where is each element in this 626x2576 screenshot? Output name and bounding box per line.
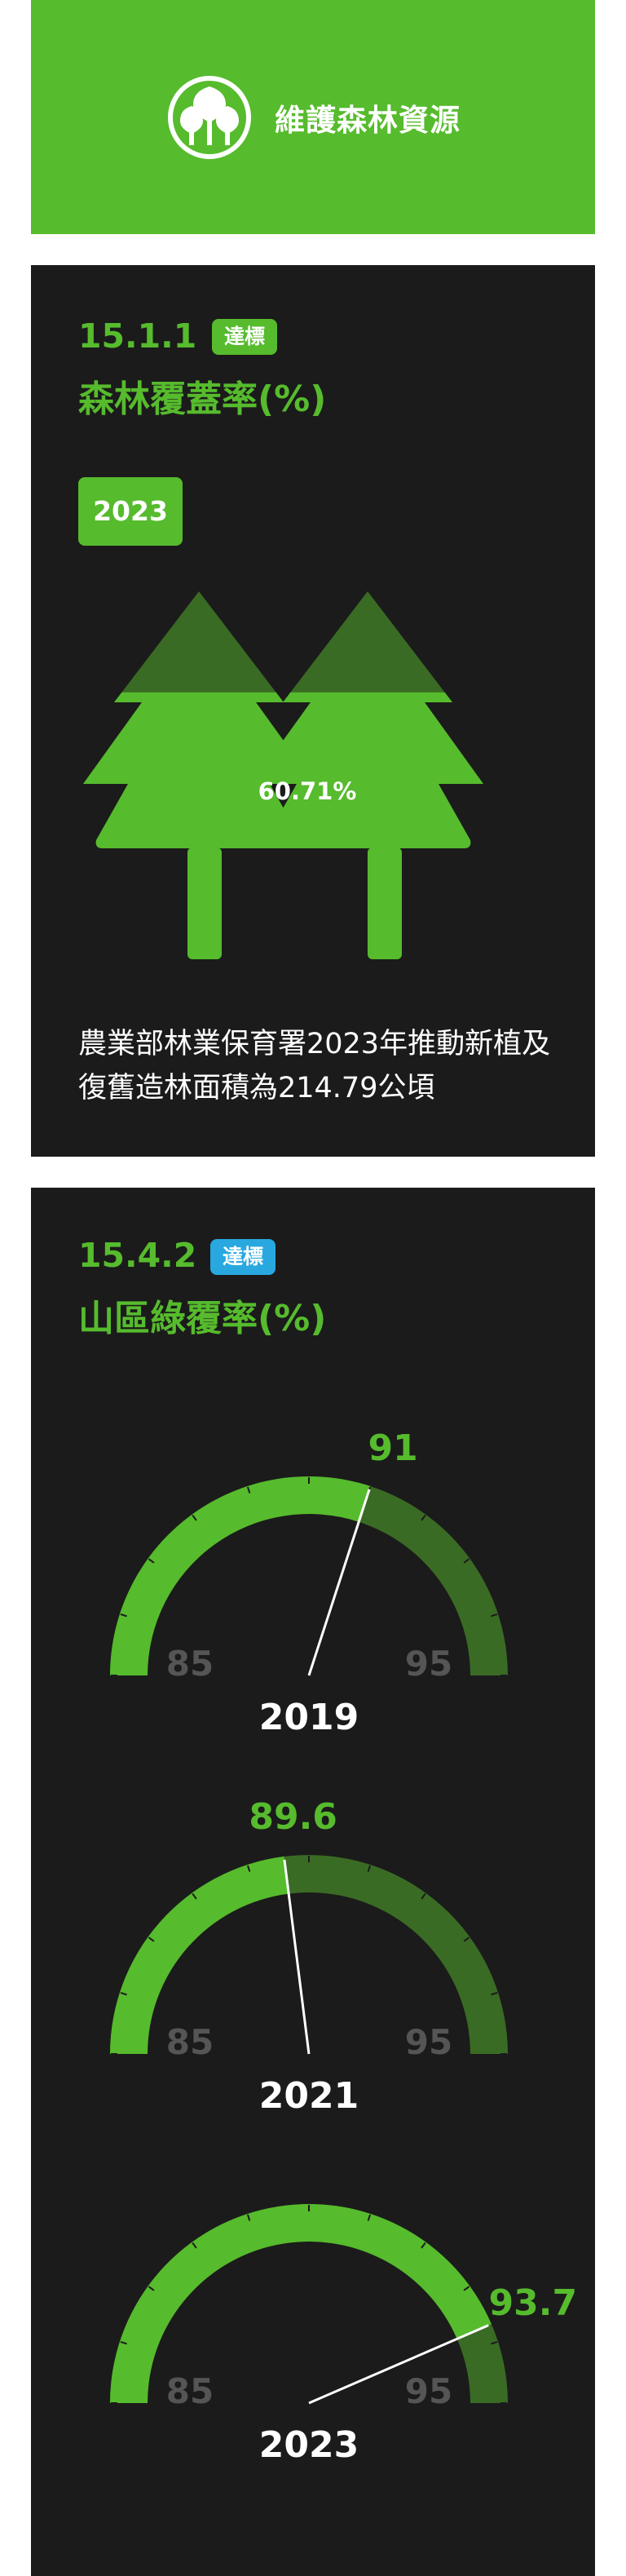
gauge-tick <box>491 2340 498 2345</box>
gauge-tick <box>148 2286 155 2291</box>
gauge-value-label: 89.6 <box>249 1796 337 1838</box>
gauge-tick <box>421 1514 426 1521</box>
gauge-tick <box>463 1558 470 1564</box>
gauge-tick <box>421 1892 426 1900</box>
mountain-green-card: 15.4.2 達標 山區綠覆率(%) 85 95 91 2019 85 95 89.6 202… <box>31 1188 595 2576</box>
gauge-tick <box>148 1558 155 1564</box>
forest-trees-graphic: 60.71% <box>83 591 483 959</box>
metric-title: 森林覆蓋率(%) <box>78 378 327 420</box>
gauge-year-label: 2023 <box>259 2424 359 2466</box>
forest-coverage-card: 15.1.1 達標 森林覆蓋率(%) 2023 60.71% 農業部林業保育署2… <box>31 265 595 1157</box>
gauge-tick <box>367 2214 372 2221</box>
metric-title: 山區綠覆率(%) <box>78 1298 327 1339</box>
gauge-tick <box>246 1486 251 1494</box>
coverage-value: 60.71% <box>258 777 357 805</box>
gauge-tick <box>246 2214 251 2221</box>
gauge-min-label: 85 <box>166 1644 214 1684</box>
gauge-max-label: 95 <box>405 2022 452 2062</box>
status-badge: 達標 <box>210 1239 276 1275</box>
gauge-2023: 85 95 93.7 2023 <box>110 2204 577 2466</box>
gauge-value-label: 91 <box>368 1427 418 1469</box>
gauge-tick <box>192 1514 197 1521</box>
tree-green-fill <box>83 692 483 848</box>
gauge-tick <box>120 2340 127 2345</box>
gauge-needle <box>308 2324 489 2405</box>
gauge-charts: 85 95 91 2019 85 95 89.6 2021 85 95 93.7 2023 <box>110 1427 577 2466</box>
gauge-value-arc <box>110 1476 371 1675</box>
gauge-tick <box>192 1892 197 1900</box>
tree-trunk-left <box>187 848 222 959</box>
gauge-tick <box>192 2242 197 2249</box>
gauge-value-arc <box>110 2204 492 2403</box>
gauge-min-label: 85 <box>166 2022 214 2062</box>
gauge-tick <box>246 1865 251 1872</box>
gauge-tick <box>120 1613 127 1618</box>
gauge-max-label: 95 <box>405 1644 452 1684</box>
gauge-min-label: 85 <box>166 2371 214 2411</box>
gauge-tick <box>491 1613 498 1618</box>
gauge-value-arc <box>110 1856 289 2054</box>
gauge-year-label: 2021 <box>259 2075 359 2117</box>
gauge-tick <box>491 1991 498 1996</box>
gauge-tick <box>421 2242 426 2249</box>
gauge-2021: 85 95 89.6 2021 <box>110 1796 508 2117</box>
tree-trunk-right <box>368 848 402 959</box>
gauge-tick <box>463 1936 470 1942</box>
indicator-code: 15.1.1 <box>78 316 197 356</box>
gauge-tick <box>120 1991 127 1996</box>
gauge-needle <box>307 1489 371 1676</box>
indicator-code: 15.4.2 <box>78 1236 197 1275</box>
gauge-tick <box>367 1865 372 1872</box>
gauge-tick <box>463 2286 470 2291</box>
gauge-2019: 85 95 91 2019 <box>110 1427 508 1738</box>
three-trees-icon <box>168 75 251 159</box>
page-title: 維護森林資源 <box>275 102 461 138</box>
year-tag: 2023 <box>78 477 183 546</box>
gauge-value-label: 93.7 <box>489 2282 578 2324</box>
gauge-needle <box>283 1859 311 2055</box>
gauge-year-label: 2019 <box>259 1697 359 1738</box>
coverage-note: 農業部林業保育署2023年推動新植及復舊造林面積為214.79公頃 <box>78 1028 551 1104</box>
status-badge: 達標 <box>212 319 278 355</box>
header-banner: 維護森林資源 <box>31 0 595 234</box>
gauge-tick <box>148 1936 155 1942</box>
gauge-max-label: 95 <box>405 2371 452 2411</box>
